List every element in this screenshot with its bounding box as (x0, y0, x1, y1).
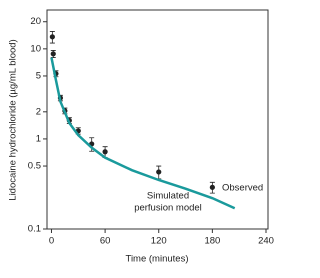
y-axis-label: Lidocaine hydrochloride (µg/mL blood) (8, 39, 19, 200)
y-tick-label: 0.1 (28, 224, 41, 235)
y-tick-label: 5 (36, 70, 41, 81)
x-tick-label: 120 (151, 236, 167, 247)
x-tick-label: 60 (100, 236, 111, 247)
x-tick-label: 240 (258, 236, 274, 247)
annotation: Simulated (147, 191, 189, 202)
annotation: Observed (222, 183, 263, 194)
plot-frame (46, 9, 269, 230)
data-point (209, 184, 215, 190)
chart: Time (minutes) Lidocaine hydrochloride (… (8, 9, 274, 265)
data-point (156, 169, 162, 175)
y-tick-label: 1 (36, 133, 41, 144)
x-tick-label: 0 (49, 236, 54, 247)
data-point (102, 149, 108, 155)
x-axis-label: Time (minutes) (126, 254, 189, 265)
y-tick-label: 10 (30, 43, 41, 54)
annotation: perfusion model (134, 203, 202, 214)
data-point (49, 34, 55, 40)
y-tick-label: 0.5 (28, 161, 41, 172)
y-tick-label: 2 (36, 106, 41, 117)
x-tick-label: 180 (204, 236, 220, 247)
model-line (50, 57, 236, 210)
y-tick-label: 20 (30, 16, 41, 27)
data-point (50, 51, 56, 57)
